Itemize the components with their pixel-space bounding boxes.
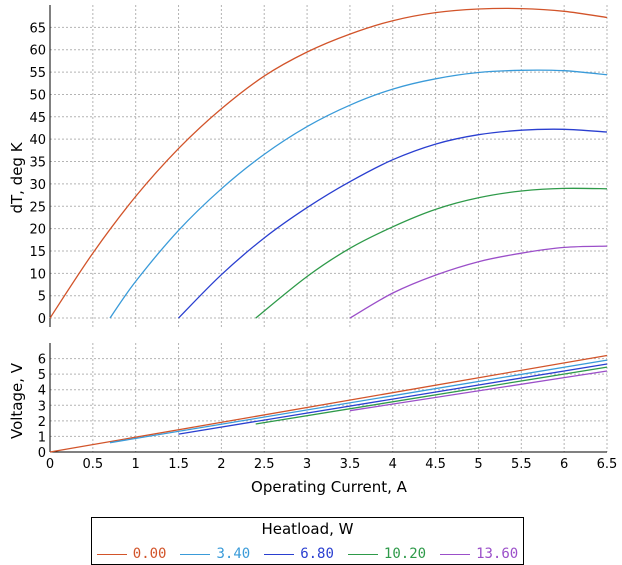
legend-item: 0.00 [96, 544, 167, 564]
top-y-tick-label: 55 [29, 66, 46, 81]
top-y-ticks: 0 5 10 15 20 25 30 35 40 45 50 55 60 65 [29, 21, 46, 327]
bottom-grid [49, 343, 608, 453]
dt-series-line [255, 187, 608, 319]
legend-swatch [96, 553, 127, 555]
top-y-tick-label: 60 [29, 44, 46, 59]
top-y-tick-label: 45 [29, 111, 46, 126]
top-y-tick-label: 15 [29, 245, 46, 260]
top-y-tick-label: 50 [29, 88, 46, 103]
bottom-y-tick-label: 3 [38, 399, 46, 414]
top-y-tick-label: 65 [29, 21, 46, 36]
x-tick-label: 6.5 [597, 457, 618, 472]
bottom-y-tick-label: 2 [38, 415, 46, 430]
x-tick-label: 0 [46, 457, 54, 472]
top-y-tick-label: 40 [29, 133, 46, 148]
top-y-tick-label: 10 [29, 267, 46, 282]
x-tick-label: 2 [217, 457, 225, 472]
top-y-tick-label: 35 [29, 156, 46, 171]
x-tick-label: 5 [474, 457, 482, 472]
top-y-tick-label: 5 [38, 290, 46, 305]
legend-swatch [180, 553, 211, 555]
x-tick-label: 5.5 [511, 457, 532, 472]
dt-series-line [349, 245, 608, 319]
top-y-axis-label: dT, deg K [8, 141, 26, 213]
x-tick-label: 6 [560, 457, 568, 472]
x-tick-label: 2.5 [254, 457, 275, 472]
legend-swatch [440, 553, 471, 555]
legend-label: 6.80 [300, 546, 334, 562]
legend-item: 10.20 [347, 544, 427, 564]
dt-series-line [109, 69, 608, 319]
legend-label: 3.40 [216, 546, 251, 562]
x-axis-label: Operating Current, A [251, 478, 408, 496]
bottom-y-tick-label: 4 [38, 384, 46, 399]
x-tick-label: 1 [132, 457, 140, 472]
legend-item: 13.60 [440, 544, 518, 564]
bottom-series [49, 354, 608, 453]
x-tick-label: 4.5 [425, 457, 446, 472]
legend: Heatload, W 0.00 3.40 6.80 10.20 13.60 [91, 517, 524, 565]
legend-item: 3.40 [180, 544, 250, 564]
legend-title: Heatload, W [261, 520, 354, 538]
bottom-y-tick-label: 5 [38, 368, 46, 383]
voltage-series-line [349, 370, 608, 412]
top-y-tick-label: 20 [29, 223, 46, 238]
voltage-series-line [178, 363, 608, 435]
voltage-series-line [49, 354, 608, 453]
top-y-tick-label: 25 [29, 200, 46, 215]
x-ticks: 0 0.5 1 1.5 2 2.5 3 3.5 4 4.5 5 5.5 6 6.5 [46, 457, 617, 472]
legend-items: 0.00 3.40 6.80 10.20 13.60 [92, 544, 523, 564]
dt-series-line [49, 7, 608, 319]
legend-label: 13.60 [476, 546, 519, 562]
bottom-y-tick-label: 6 [38, 353, 46, 368]
voltage-series-line [255, 366, 608, 425]
legend-label: 10.20 [383, 546, 427, 562]
legend-item: 6.80 [264, 544, 334, 564]
legend-label: 0.00 [132, 546, 167, 562]
top-y-tick-label: 0 [38, 312, 46, 327]
x-tick-label: 4 [389, 457, 397, 472]
x-tick-label: 0.5 [83, 457, 104, 472]
voltage-series-line [109, 359, 608, 444]
x-tick-label: 3 [303, 457, 311, 472]
bottom-y-axis-label: Voltage, V [8, 362, 26, 439]
bottom-y-tick-label: 1 [38, 430, 46, 445]
bottom-y-tick-label: 0 [38, 446, 46, 461]
dt-series-line [178, 128, 608, 319]
x-tick-label: 3.5 [340, 457, 361, 472]
x-tick-label: 1.5 [168, 457, 189, 472]
top-y-tick-label: 30 [29, 178, 46, 193]
top-grid [49, 5, 608, 327]
legend-swatch [347, 553, 378, 555]
top-series [49, 7, 608, 319]
legend-swatch [264, 553, 295, 555]
